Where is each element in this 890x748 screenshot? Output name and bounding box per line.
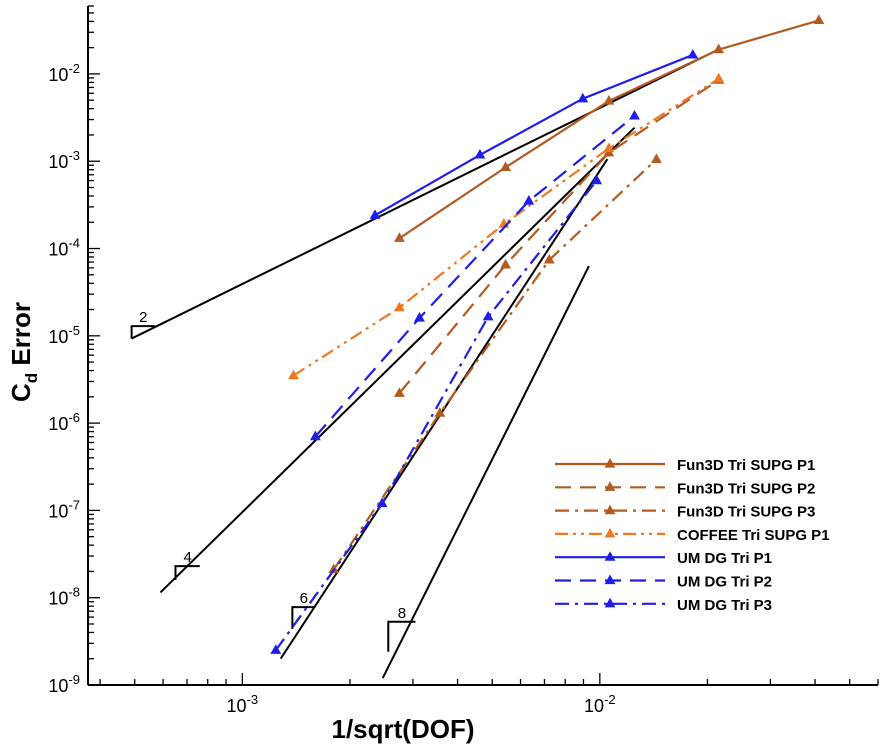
data-point-marker	[270, 644, 282, 654]
data-point-marker	[629, 109, 640, 120]
y-tick-label: 10-2	[48, 61, 80, 85]
data-point-marker	[713, 72, 725, 83]
series-3	[328, 153, 662, 574]
data-point-marker	[500, 161, 511, 171]
slope-label: 6	[300, 590, 308, 607]
legend-label: UM DG Tri P3	[677, 597, 772, 614]
series-5	[369, 48, 699, 219]
data-point-marker	[482, 310, 494, 321]
legend-label: UM DG Tri P2	[677, 574, 772, 591]
series-6	[309, 109, 640, 441]
legend-label: Fun3D Tri SUPG P3	[677, 504, 815, 521]
data-point-marker	[434, 407, 446, 417]
legend-item: UM DG Tri P1	[555, 550, 772, 567]
series-line	[398, 79, 720, 394]
y-axis-title-rest: Error	[6, 302, 36, 373]
data-point-marker	[394, 301, 405, 312]
series-7	[270, 174, 603, 654]
legend-item: UM DG Tri P3	[555, 597, 772, 614]
y-tick-label: 10-7	[48, 497, 80, 521]
data-point-marker	[474, 148, 486, 159]
legend-marker	[604, 551, 616, 561]
series-2	[394, 74, 725, 397]
data-point-marker	[813, 14, 825, 25]
slope-label: 8	[398, 605, 406, 622]
slope-2-reference-line	[131, 48, 720, 340]
y-axis-title-subscript: d	[22, 373, 41, 383]
data-point-marker	[603, 94, 615, 105]
legend-label: UM DG Tri P1	[677, 550, 772, 567]
data-point-marker	[543, 253, 555, 264]
series-line	[374, 53, 694, 217]
x-tick-label: 10-3	[227, 692, 259, 716]
legend-marker	[604, 574, 616, 585]
y-tick-label: 10-4	[48, 236, 80, 260]
y-tick-label: 10-9	[48, 672, 80, 696]
legend-marker	[604, 481, 616, 491]
data-point-marker	[500, 258, 511, 269]
legend-item: Fun3D Tri SUPG P2	[555, 480, 815, 497]
series-1	[394, 14, 825, 242]
data-point-marker	[713, 43, 725, 54]
series-line	[398, 19, 820, 240]
slope-label: 4	[183, 549, 191, 566]
legend-item: Fun3D Tri SUPG P1	[555, 457, 815, 474]
data-point-marker	[394, 232, 405, 242]
series-line	[314, 115, 636, 438]
y-tick-label: 10-3	[48, 148, 80, 172]
legend-marker	[604, 504, 616, 515]
legend-marker	[604, 597, 616, 608]
data-point-marker	[687, 48, 699, 59]
legend-item: UM DG Tri P2	[555, 574, 772, 591]
data-point-marker	[603, 142, 615, 153]
data-point-marker	[376, 497, 388, 508]
data-point-marker	[328, 563, 340, 574]
data-point-marker	[414, 311, 425, 322]
slope-triangle	[291, 606, 316, 629]
y-axis-title: Cd Error	[6, 302, 41, 402]
data-point-marker	[577, 92, 589, 103]
data-point-marker	[651, 153, 662, 163]
slope-4-reference-line	[159, 127, 636, 594]
data-point-marker	[309, 430, 321, 441]
data-point-marker	[394, 387, 405, 397]
legend-label: COFFEE Tri SUPG P1	[677, 527, 830, 544]
y-tick-label: 10-6	[48, 410, 80, 434]
slope-triangle	[387, 620, 416, 652]
legend-marker	[604, 527, 616, 538]
data-point-marker	[288, 369, 299, 380]
data-point-marker	[369, 209, 381, 219]
slope-triangle	[174, 565, 200, 580]
x-tick-label: 10-2	[584, 692, 616, 716]
legend-item: Fun3D Tri SUPG P3	[555, 504, 815, 521]
x-axis-title: 1/sqrt(DOF)	[332, 714, 475, 744]
series-line	[274, 179, 598, 651]
y-tick-label: 10-8	[48, 585, 80, 609]
slope-triangle	[130, 325, 156, 339]
axes: 10-9 10-8 10-7 10-6 10-5 10-4 10-3 10-2 10-3 10-2	[48, 5, 879, 716]
slope-label: 2	[139, 309, 147, 326]
data-point-marker	[591, 174, 603, 185]
y-tick-label: 10-5	[48, 323, 80, 347]
legend: Fun3D Tri SUPG P1 Fun3D Tri SUPG P2 Fun3D …	[555, 457, 830, 614]
legend-marker	[604, 458, 616, 468]
slope-8-reference-line	[381, 265, 590, 679]
series-group	[270, 14, 825, 654]
legend-item: COFFEE Tri SUPG P1	[555, 527, 830, 544]
y-axis-title-main: C	[6, 383, 36, 402]
data-point-marker	[523, 195, 535, 205]
legend-label: Fun3D Tri SUPG P1	[677, 457, 815, 474]
series-line	[332, 158, 658, 571]
legend-label: Fun3D Tri SUPG P2	[677, 480, 815, 497]
